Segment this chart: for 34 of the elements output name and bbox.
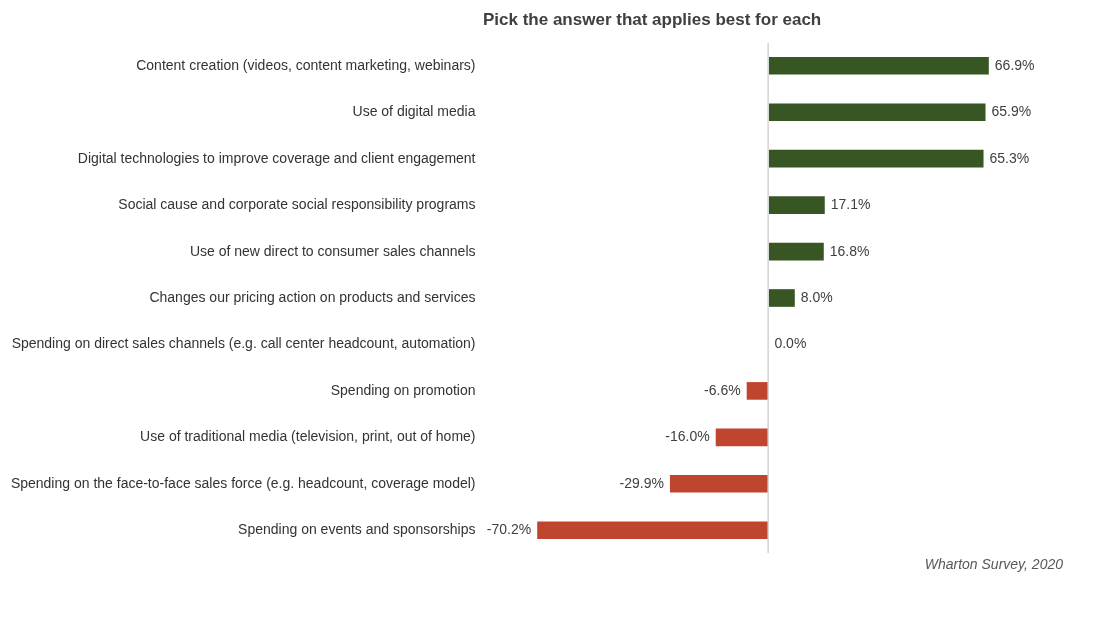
y-tick-label: Spending on events and sponsorships: [238, 521, 476, 538]
bar: [768, 56, 989, 75]
data-label: 65.3%: [989, 149, 1030, 166]
y-tick-label: Use of digital media: [352, 103, 476, 120]
data-label: -29.9%: [619, 474, 664, 491]
bar: [746, 382, 769, 400]
bar: [768, 289, 795, 307]
data-label: 16.8%: [829, 242, 870, 259]
data-label: 66.9%: [994, 56, 1035, 73]
y-tick-label: Spending on the face-to-face sales force (e.g. headcount, coverage model): [10, 474, 476, 491]
data-label: -70.2%: [486, 521, 532, 538]
data-label: 17.1%: [830, 196, 871, 213]
data-label: 0.0%: [774, 335, 807, 352]
bar: [537, 521, 769, 540]
y-tick-label: Use of new direct to consumer sales channels: [189, 242, 476, 259]
y-tick-label: Use of traditional media (television, print, out of home): [140, 428, 476, 445]
text: Wharton Survey, 2020: [924, 556, 1064, 572]
y-tick-label: Changes our pricing action on products and services: [149, 289, 476, 305]
bar: [768, 149, 984, 168]
bar: [669, 474, 769, 493]
y-tick-label: Digital technologies to improve coverage and client engagement: [77, 149, 476, 166]
data-label: -16.0%: [665, 428, 710, 445]
data-label: 65.9%: [991, 103, 1032, 120]
data-label: 8.0%: [800, 289, 833, 305]
bar: [715, 428, 769, 447]
y-tick-label: Spending on promotion: [330, 381, 476, 398]
bar: [768, 196, 825, 214]
y-tick-label: Social cause and corporate social responsibility programs: [118, 196, 476, 213]
y-tick-label: Spending on direct sales channels (e.g. call center headcount, automation): [11, 335, 476, 352]
chart-title: Pick the answer that applies best for each: [483, 9, 822, 29]
y-tick-label: Content creation (videos, content marketing, webinars): [136, 56, 476, 73]
bar: [768, 103, 986, 122]
bar: [768, 242, 824, 261]
data-label: -6.6%: [704, 381, 741, 398]
